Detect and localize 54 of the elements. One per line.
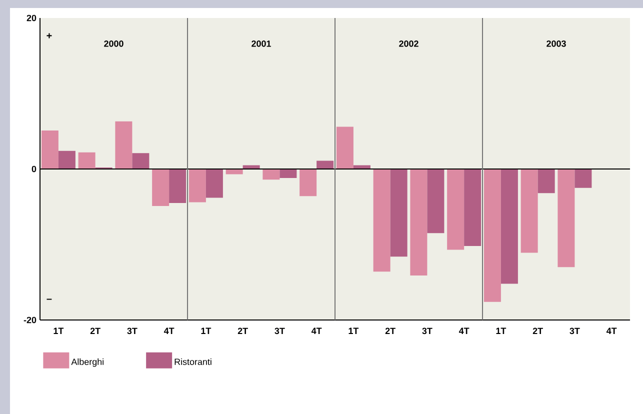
bar	[262, 168, 280, 180]
bar	[226, 168, 243, 174]
bar	[558, 168, 575, 268]
x-tick-label: 1T	[496, 328, 506, 334]
bar	[115, 121, 132, 169]
legend-label: Ristoranti	[174, 358, 212, 365]
x-tick-label: 1T	[348, 328, 359, 334]
x-tick-label: 2T	[532, 328, 543, 334]
x-tick-label: 2T	[238, 328, 248, 334]
bar	[520, 168, 538, 253]
x-tick-label: 4T	[311, 328, 322, 334]
annotation: +	[46, 33, 52, 38]
bar	[410, 168, 428, 276]
y-tick-label: 20	[26, 14, 36, 22]
bar	[58, 150, 76, 169]
bar	[427, 168, 444, 234]
x-tick-label: 3T	[422, 328, 432, 334]
bar	[206, 168, 223, 198]
annotation: –	[46, 298, 52, 300]
bar	[300, 168, 317, 196]
bar	[373, 168, 390, 272]
bar	[169, 168, 186, 203]
bar	[574, 168, 592, 188]
x-tick-label: 4T	[164, 328, 174, 334]
x-tick-label: 3T	[274, 328, 285, 334]
bar	[152, 168, 170, 206]
x-tick-label: 2T	[90, 328, 100, 334]
bar	[188, 168, 206, 202]
bar	[447, 168, 464, 250]
bar	[78, 152, 96, 169]
bar	[316, 160, 334, 169]
x-tick-label: 2T	[385, 328, 396, 334]
x-tick-label: 1T	[201, 328, 212, 334]
annotation: 2000	[104, 40, 124, 47]
bar	[390, 168, 408, 257]
x-tick-label: 4T	[458, 328, 470, 334]
bar	[280, 168, 297, 178]
annotation: 2003	[546, 40, 566, 47]
y-tick-label: 0	[32, 166, 36, 172]
bar	[336, 126, 354, 169]
bar	[132, 153, 150, 169]
bar	[484, 168, 501, 302]
bar	[464, 168, 482, 246]
bar	[538, 168, 555, 194]
annotation: 2001	[252, 40, 271, 47]
legend-label: Alberghi	[71, 358, 104, 367]
x-tick-label: 1T	[54, 328, 64, 334]
bar	[41, 130, 58, 169]
annotation: 2002	[399, 40, 418, 47]
x-tick-label: 3T	[127, 328, 138, 334]
x-tick-label: 4T	[606, 328, 617, 334]
bar	[500, 168, 518, 284]
y-tick-label: -20	[24, 316, 36, 324]
x-tick-label: 3T	[570, 328, 580, 334]
